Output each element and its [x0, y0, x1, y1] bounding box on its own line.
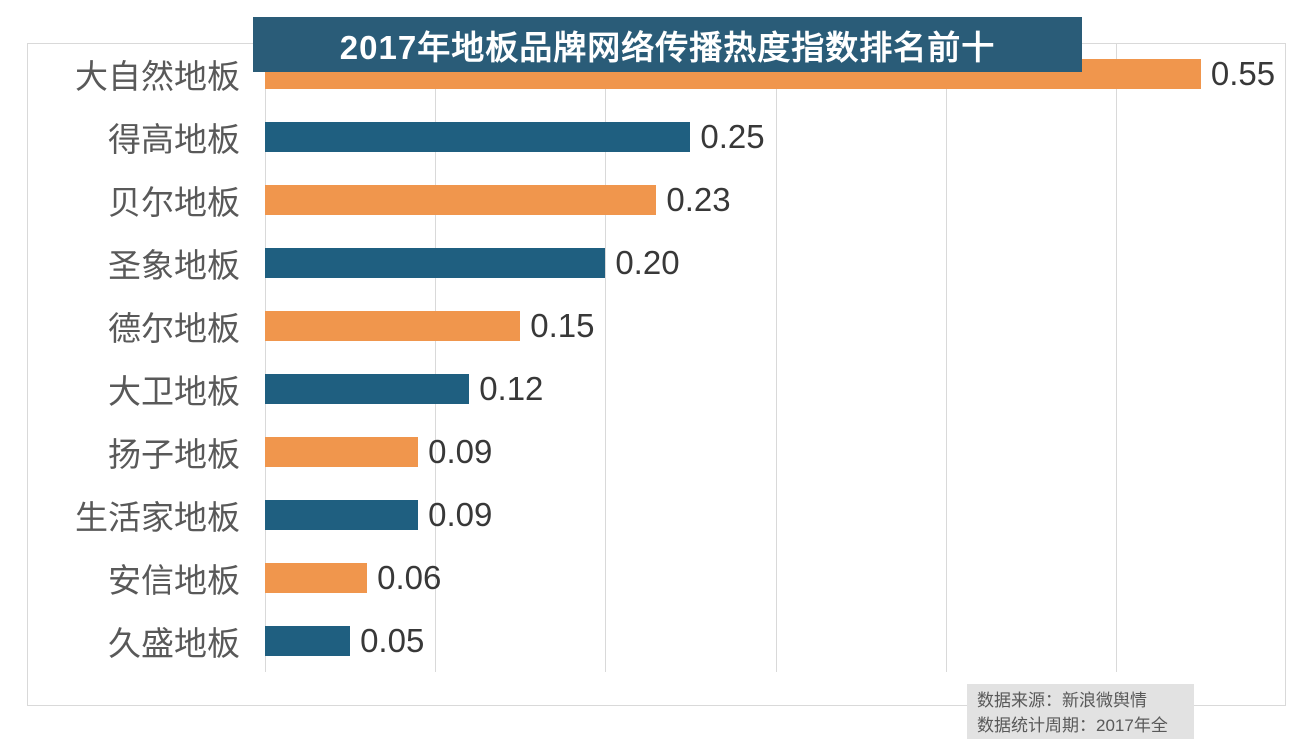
chart-title: 2017年地板品牌网络传播热度指数排名前十: [339, 28, 996, 66]
bar-row: 0.09: [265, 483, 1286, 546]
chart-title-banner: 2017年地板品牌网络传播热度指数排名前十: [253, 17, 1082, 72]
bar-value-label: 0.05: [360, 621, 425, 659]
bar: [265, 436, 419, 467]
bar-row: 0.20: [265, 232, 1286, 295]
bar-value-label: 0.20: [615, 244, 680, 282]
source-note-box: 数据来源：新浪微舆情 数据统计周期：2017年全年: [967, 684, 1194, 739]
category-axis: 大自然地板得高地板贝尔地板圣象地板德尔地板大卫地板扬子地板生活家地板安信地板久盛…: [27, 43, 240, 672]
bar: [265, 248, 606, 279]
bar-value-label: 0.09: [428, 495, 493, 533]
gridline: [605, 43, 607, 672]
category-label: 德尔地板: [108, 310, 240, 348]
gridline: [435, 43, 437, 672]
bar: [265, 311, 521, 342]
bar: [265, 562, 368, 593]
bar-row: 0.06: [265, 546, 1286, 609]
bar-row: 0.23: [265, 169, 1286, 232]
bar-value-label: 0.15: [530, 307, 595, 345]
gridline: [775, 43, 777, 672]
bar-value-label: 0.06: [377, 558, 442, 596]
gridline: [945, 43, 947, 672]
bar-row: 0.12: [265, 358, 1286, 421]
bar: [265, 373, 470, 404]
bar: [265, 185, 657, 216]
bar-value-label: 0.25: [700, 118, 765, 156]
bar-value-label: 0.12: [479, 369, 544, 407]
bar-row: 0.15: [265, 295, 1286, 358]
source-note-line1: 数据来源：新浪微舆情: [977, 691, 1147, 710]
category-label: 贝尔地板: [108, 184, 240, 222]
bar: [265, 122, 691, 153]
gridline: [1285, 43, 1286, 672]
bar-row: 0.09: [265, 420, 1286, 483]
bar-value-label: 0.55: [1210, 55, 1276, 93]
category-label: 生活家地板: [75, 498, 240, 536]
gridline: [1115, 43, 1117, 672]
bar-value-label: 0.23: [666, 181, 731, 219]
category-label: 大卫地板: [108, 372, 240, 410]
category-label: 久盛地板: [108, 624, 240, 662]
chart-frame: [27, 43, 1286, 706]
category-label: 得高地板: [108, 121, 240, 159]
bar: [265, 499, 419, 530]
category-label: 扬子地板: [108, 435, 240, 473]
category-label: 安信地板: [108, 561, 240, 599]
bar: [265, 625, 351, 656]
source-note-line2: 数据统计周期：2017年全年: [977, 715, 1168, 735]
category-label: 大自然地板: [75, 58, 240, 96]
bar-row: 0.25: [265, 106, 1286, 169]
plot-area: 0.55 0.25 0.23 0.20 0.15 0.12 0.09 0.09 0.06 0.05: [265, 43, 1286, 672]
gridline: [265, 43, 266, 672]
bar-row: 0.05: [265, 609, 1286, 672]
category-label: 圣象地板: [108, 247, 240, 285]
bar-value-label: 0.09: [428, 432, 493, 470]
